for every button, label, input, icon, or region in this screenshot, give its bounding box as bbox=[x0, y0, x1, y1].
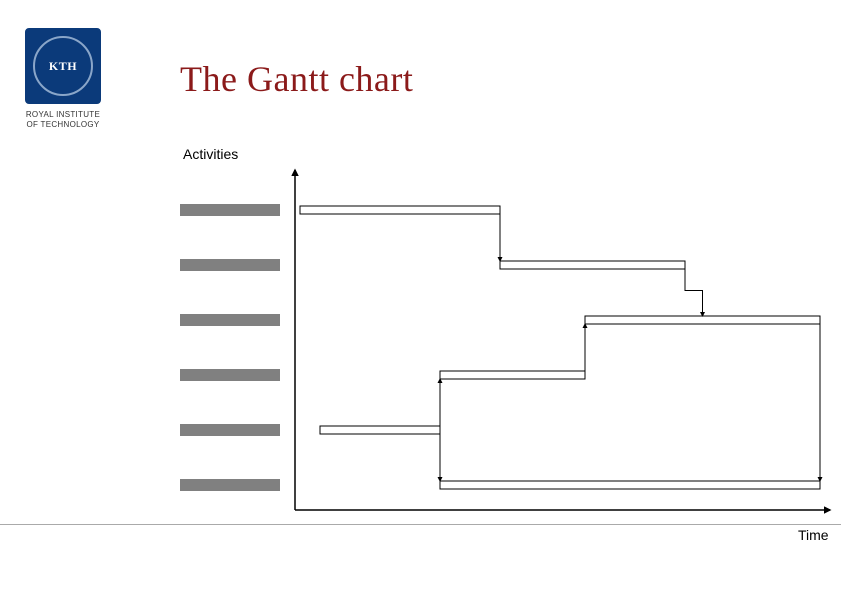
gantt-svg bbox=[180, 160, 840, 530]
logo-caption-line2: OF TECHNOLOGY bbox=[26, 120, 99, 129]
x-axis-label: Time bbox=[798, 527, 829, 543]
page-title: The Gantt chart bbox=[180, 58, 413, 100]
kth-logo: KTH ROYAL INSTITUTE OF TECHNOLOGY bbox=[18, 28, 108, 129]
logo-badge: KTH bbox=[25, 28, 101, 104]
gantt-chart bbox=[180, 160, 840, 535]
logo-text: KTH bbox=[49, 59, 77, 74]
logo-ring: KTH bbox=[33, 36, 93, 96]
logo-caption: ROYAL INSTITUTE OF TECHNOLOGY bbox=[18, 110, 108, 129]
footer-rule bbox=[0, 524, 841, 525]
logo-caption-line1: ROYAL INSTITUTE bbox=[26, 110, 100, 119]
